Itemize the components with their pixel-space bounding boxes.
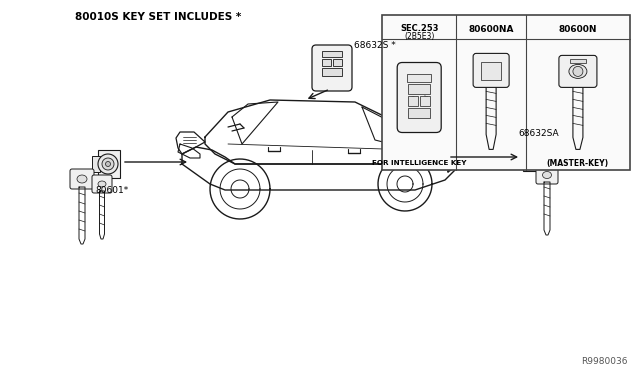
Text: 68632S *: 68632S * (354, 41, 396, 49)
Bar (420, 96, 430, 106)
Text: 80600N: 80600N (559, 25, 597, 33)
Bar (322, 59, 331, 66)
Ellipse shape (77, 175, 87, 183)
FancyBboxPatch shape (312, 45, 352, 91)
Text: FOR INTELLIGENCE KEY: FOR INTELLIGENCE KEY (372, 160, 467, 166)
FancyBboxPatch shape (92, 175, 112, 193)
Bar (408, 83, 430, 93)
Text: (MASTER-KEY): (MASTER-KEY) (547, 158, 609, 167)
FancyBboxPatch shape (473, 54, 509, 87)
Bar (545, 152, 553, 162)
FancyBboxPatch shape (397, 62, 441, 132)
Bar (98, 150, 120, 178)
Ellipse shape (573, 66, 583, 76)
Bar (481, 62, 501, 80)
Circle shape (529, 151, 541, 163)
Text: a: a (411, 94, 415, 100)
Text: b: b (423, 94, 428, 100)
Bar (322, 51, 342, 57)
Circle shape (98, 154, 118, 174)
Ellipse shape (543, 171, 552, 179)
Bar (408, 96, 418, 106)
Bar (382, 15, 630, 170)
Text: (2B5E3): (2B5E3) (404, 32, 435, 41)
Text: R9980036: R9980036 (582, 357, 628, 366)
Circle shape (106, 161, 111, 167)
FancyBboxPatch shape (559, 55, 597, 87)
Ellipse shape (569, 64, 587, 78)
FancyBboxPatch shape (70, 169, 94, 189)
Circle shape (532, 154, 538, 160)
Bar (92, 156, 100, 172)
Bar (333, 59, 342, 66)
Text: 80600NA: 80600NA (468, 25, 514, 33)
Bar (523, 143, 545, 171)
Bar (570, 60, 586, 63)
Text: 80010S KEY SET INCLUDES *: 80010S KEY SET INCLUDES * (75, 12, 241, 22)
Text: 80601*: 80601* (95, 186, 129, 195)
Text: 68632SA: 68632SA (518, 128, 559, 138)
Bar (407, 74, 431, 81)
FancyBboxPatch shape (536, 166, 558, 184)
Ellipse shape (98, 181, 106, 187)
Text: SEC.253: SEC.253 (400, 23, 438, 32)
Bar (322, 68, 342, 76)
Circle shape (102, 158, 114, 170)
Circle shape (525, 147, 545, 167)
Bar (408, 108, 430, 118)
